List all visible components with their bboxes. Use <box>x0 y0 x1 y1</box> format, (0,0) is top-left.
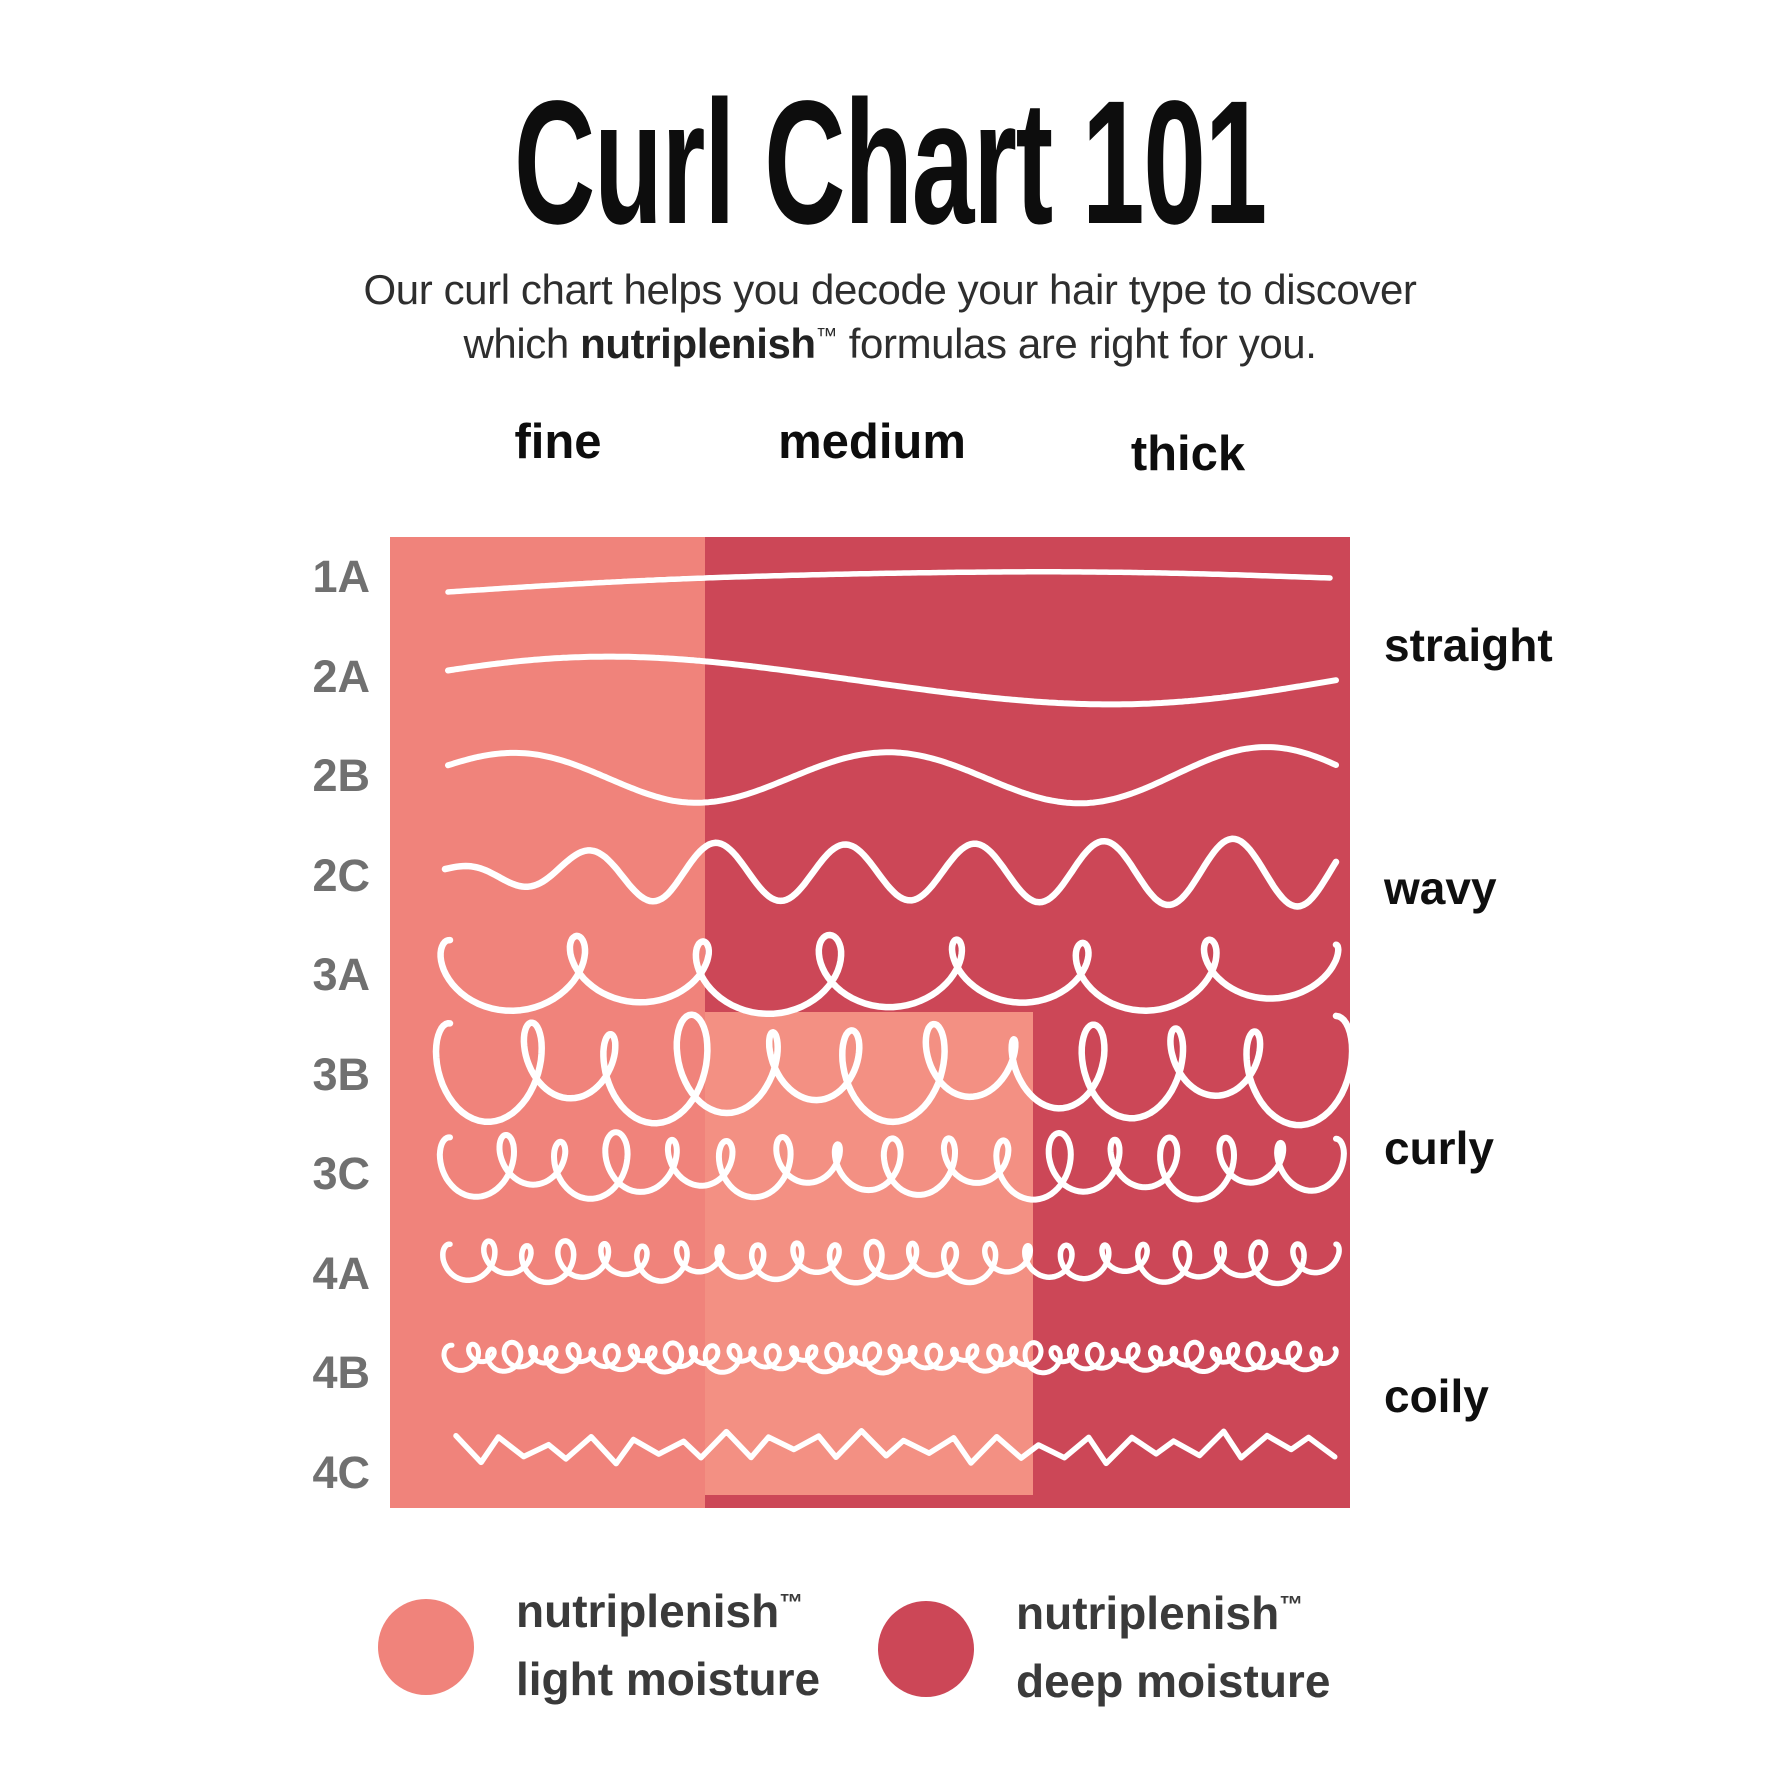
curl-line-2c <box>441 835 1340 910</box>
brand-name: nutriplenish <box>580 320 816 367</box>
subtitle-line2-suffix: formulas are right for you. <box>837 320 1317 367</box>
legend-variant: light moisture <box>516 1653 821 1705</box>
trademark-symbol: ™ <box>779 1589 804 1617</box>
curl-line-4c <box>453 1428 1338 1467</box>
legend-item-deep-moisture: nutriplenish™ deep moisture <box>1016 1579 1330 1715</box>
column-header-fine: fine <box>514 415 602 469</box>
curl-line-3b <box>432 1011 1350 1129</box>
legend-swatch-light-moisture <box>378 1599 474 1695</box>
category-label-straight: straight <box>1384 619 1553 671</box>
category-label-curly: curly <box>1384 1122 1494 1174</box>
legend-brand: nutriplenish <box>1016 1587 1280 1639</box>
curl-line-2a <box>445 653 1339 708</box>
curl-line-4a <box>440 1238 1342 1287</box>
legend-swatch-deep-moisture <box>878 1601 974 1697</box>
subtitle-line2-prefix: which <box>463 320 581 367</box>
legend-brand: nutriplenish <box>516 1585 780 1637</box>
curl-line-1a <box>445 569 1333 595</box>
page-title: Curl Chart 101 <box>513 65 1267 261</box>
legend-variant: deep moisture <box>1016 1655 1331 1707</box>
subtitle-line1: Our curl chart helps you decode your hai… <box>363 266 1417 313</box>
curl-line-3a <box>437 931 1342 1018</box>
curl-pattern-lines <box>432 569 1350 1467</box>
row-label-2c: 2C <box>312 850 370 901</box>
row-label-1a: 1A <box>312 551 370 602</box>
row-label-3b: 3B <box>312 1049 370 1100</box>
row-label-2a: 2A <box>312 651 370 702</box>
row-label-4b: 4B <box>312 1347 370 1398</box>
curl-line-4b <box>441 1339 1339 1376</box>
row-label-3a: 3A <box>312 949 370 1000</box>
category-label-wavy: wavy <box>1384 862 1497 914</box>
curl-chart-grid <box>390 537 1350 1508</box>
row-label-4a: 4A <box>312 1248 370 1299</box>
trademark-symbol: ™ <box>815 323 838 348</box>
row-label-4c: 4C <box>312 1447 370 1498</box>
curl-line-2b <box>445 744 1339 807</box>
curl-line-3c <box>436 1129 1347 1203</box>
column-header-medium: medium <box>778 415 966 469</box>
row-label-2b: 2B <box>312 750 370 801</box>
column-header-thick: thick <box>1130 427 1246 481</box>
legend-item-light-moisture: nutriplenish™ light moisture <box>516 1577 820 1713</box>
category-label-coily: coily <box>1384 1370 1489 1422</box>
row-label-3c: 3C <box>312 1148 370 1199</box>
subtitle: Our curl chart helps you decode your hai… <box>90 263 1690 371</box>
trademark-symbol: ™ <box>1279 1591 1304 1619</box>
